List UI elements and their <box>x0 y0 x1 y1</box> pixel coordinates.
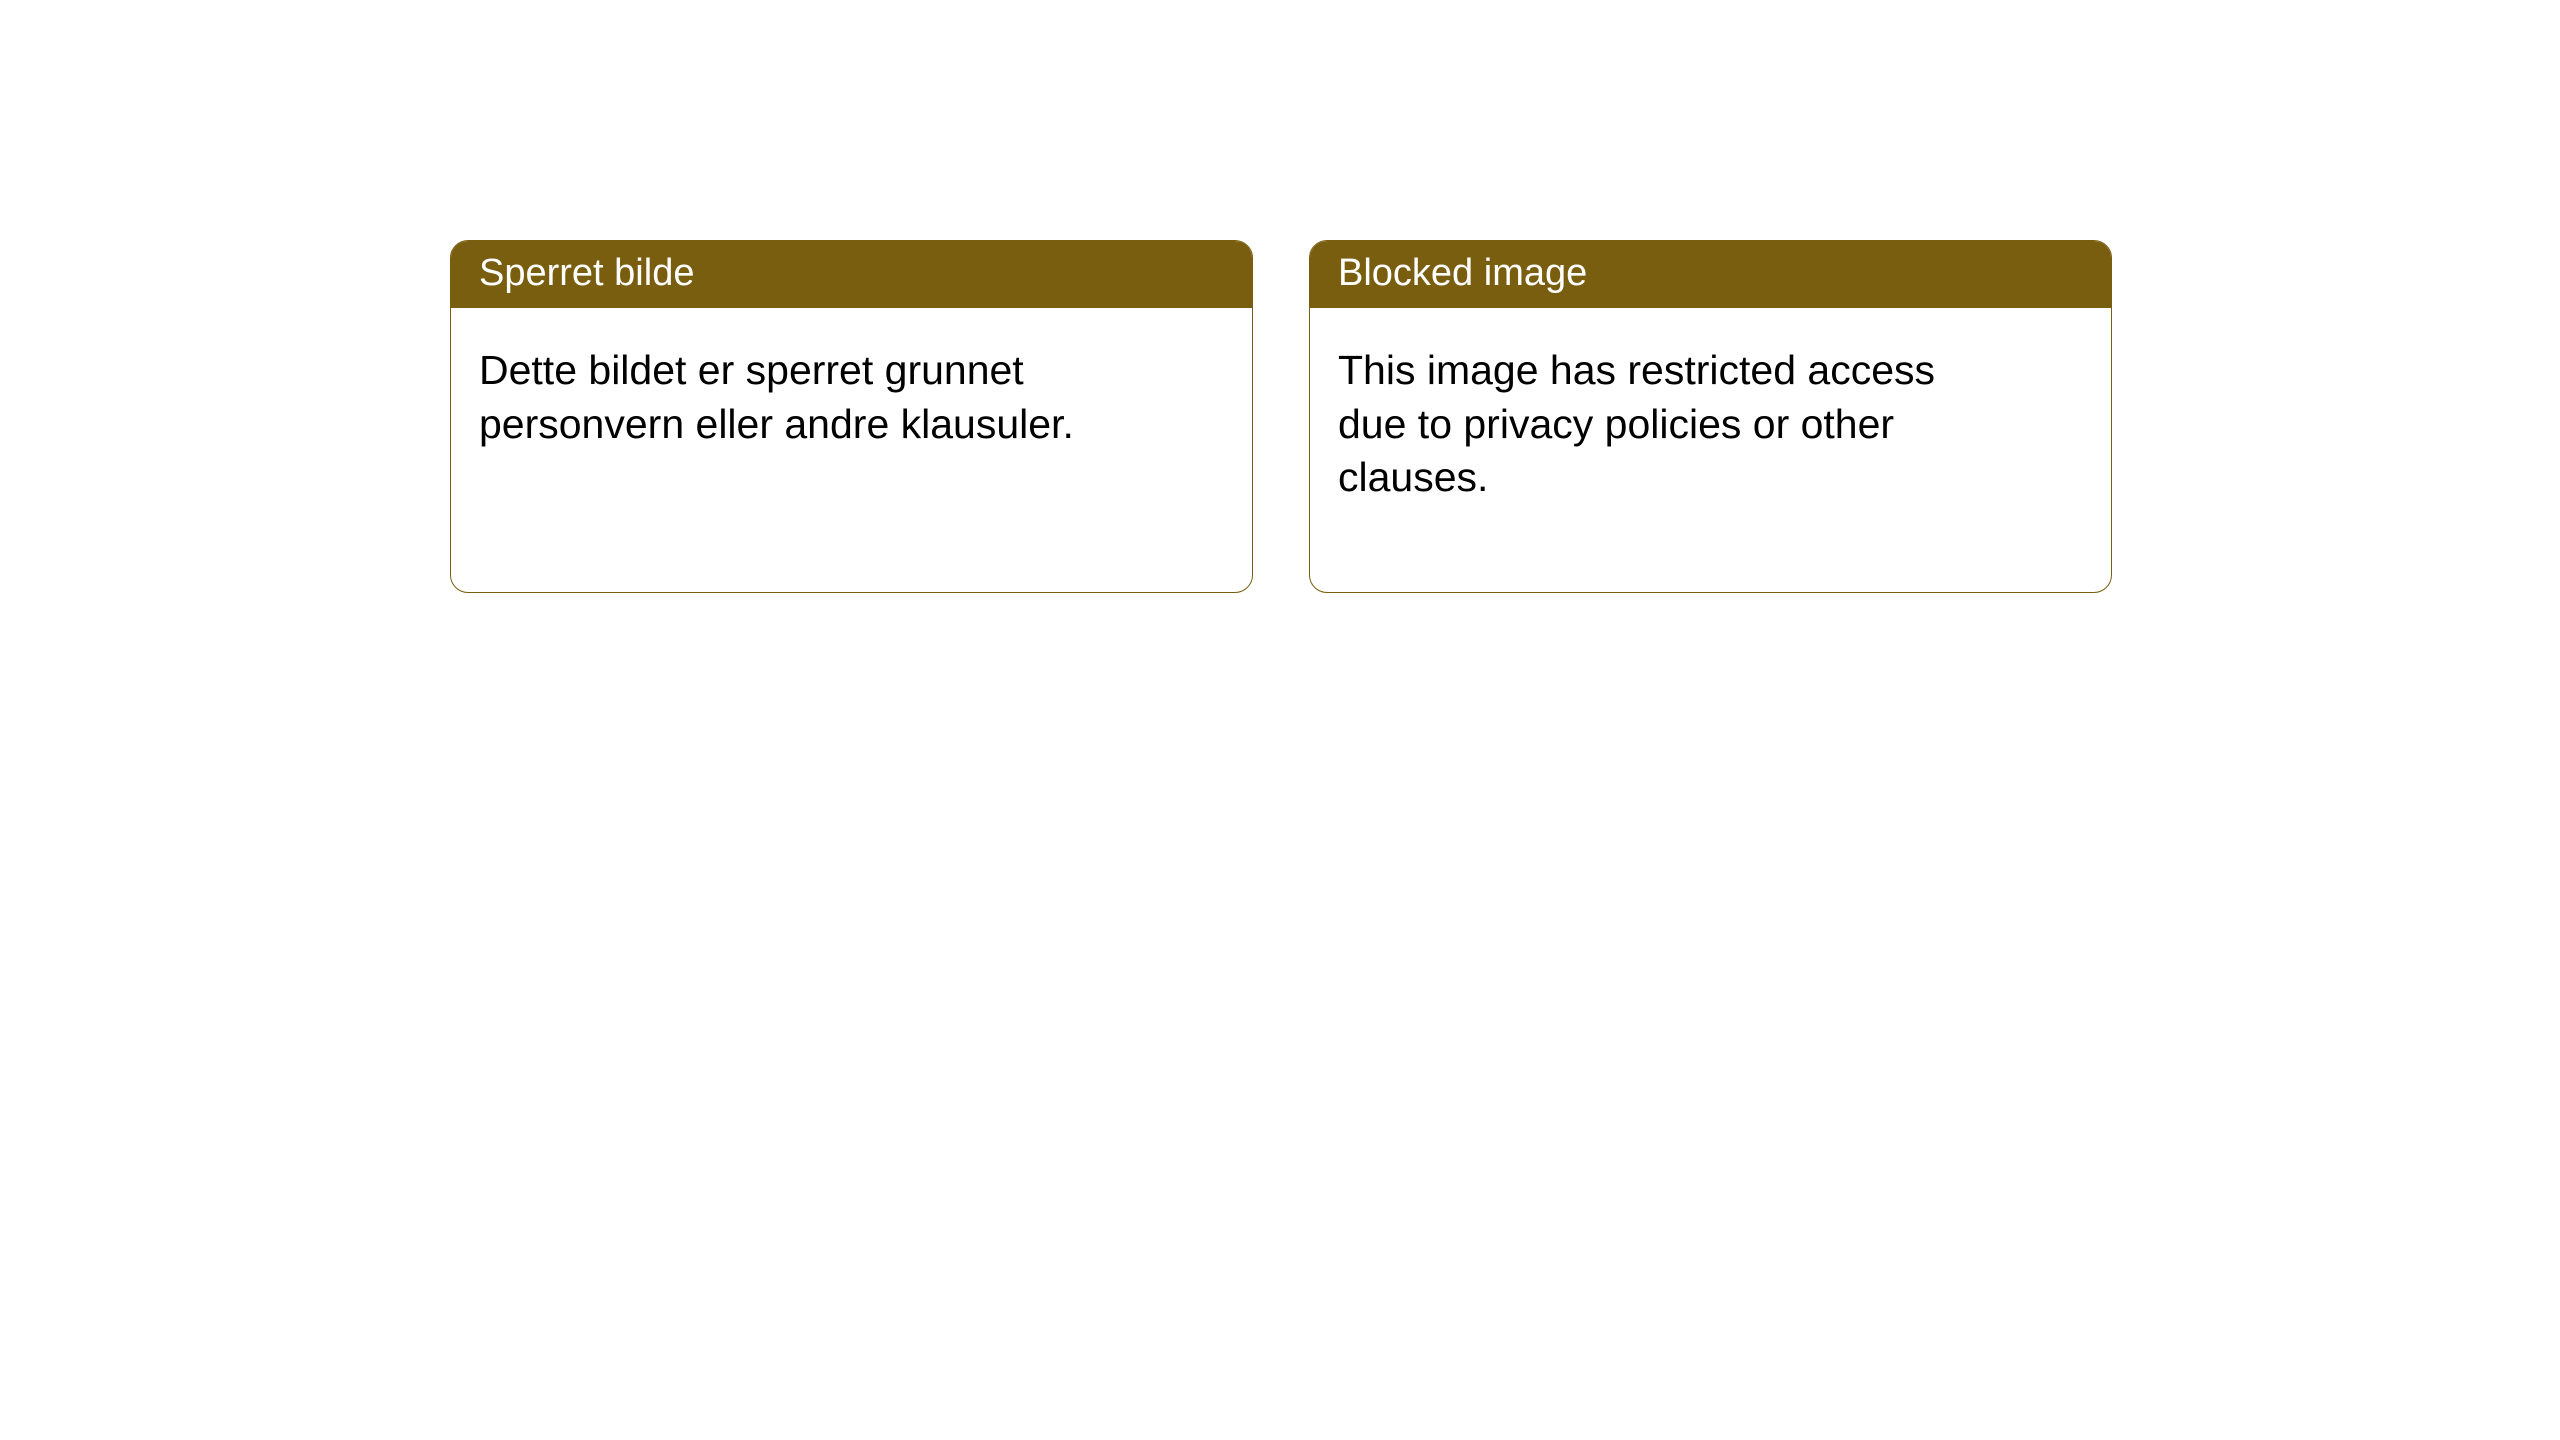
notice-card-header: Blocked image <box>1310 241 2111 308</box>
notice-card-norwegian: Sperret bilde Dette bildet er sperret gr… <box>450 240 1253 593</box>
notice-card-body: Dette bildet er sperret grunnet personve… <box>451 308 1171 539</box>
notice-card-body: This image has restricted access due to … <box>1310 308 2030 592</box>
notice-card-english: Blocked image This image has restricted … <box>1309 240 2112 593</box>
notice-container: Sperret bilde Dette bildet er sperret gr… <box>0 0 2560 593</box>
notice-card-header: Sperret bilde <box>451 241 1252 308</box>
